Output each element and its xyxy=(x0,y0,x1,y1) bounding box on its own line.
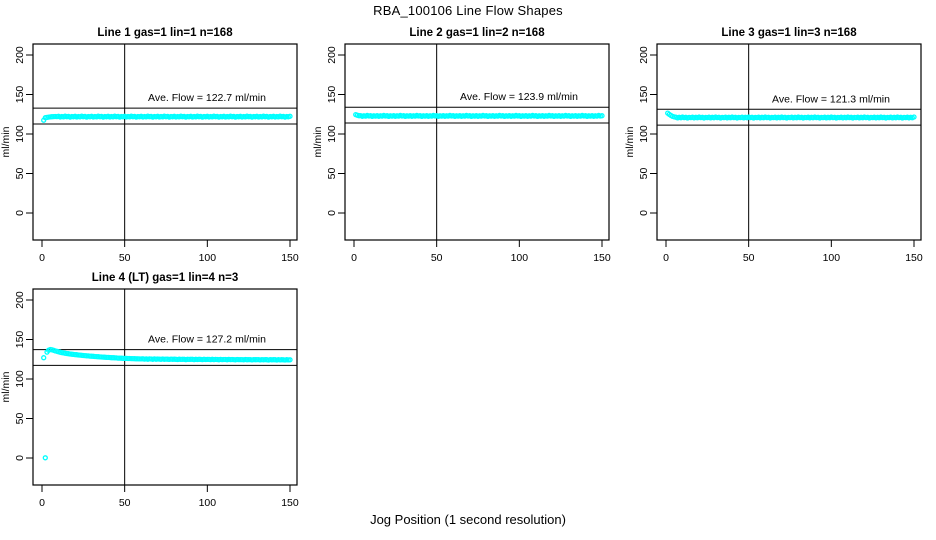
plot-area: 0 50 100 150 0 50 100 150 200 ml/min xyxy=(312,43,611,264)
y-tick-label: 0 xyxy=(638,210,650,216)
x-tick-label: 50 xyxy=(119,252,131,264)
y-axis: 0 50 100 150 200 xyxy=(14,291,33,461)
y-axis-label: ml/min xyxy=(624,126,636,157)
x-tick-label: 0 xyxy=(39,497,45,509)
panel-title: Line 1 gas=1 lin=1 n=168 xyxy=(97,27,233,39)
y-tick-label: 100 xyxy=(326,125,338,143)
y-tick-label: 50 xyxy=(14,413,26,425)
x-tick-label: 150 xyxy=(905,252,923,264)
x-axis: 0 50 100 150 xyxy=(663,240,923,264)
y-tick-label: 200 xyxy=(14,291,26,309)
x-axis: 0 50 100 150 xyxy=(39,485,299,509)
y-axis-label: ml/min xyxy=(312,126,324,157)
plot-area: 0 50 100 150 0 50 100 150 200 ml/min xyxy=(0,43,299,264)
plot-box xyxy=(32,43,298,241)
y-tick-label: 200 xyxy=(14,46,26,64)
x-tick-label: 100 xyxy=(823,252,841,264)
data-point xyxy=(287,113,293,119)
y-tick-label: 150 xyxy=(326,86,338,104)
data-point xyxy=(287,357,293,363)
plot-area: 0 50 100 150 0 50 100 150 200 ml/min xyxy=(624,43,923,264)
y-tick-label: 150 xyxy=(14,331,26,349)
y-axis: 0 50 100 150 200 xyxy=(14,46,33,216)
y-tick-label: 50 xyxy=(14,168,26,180)
ave-flow-annotation: Ave. Flow = 123.9 ml/min xyxy=(460,91,578,103)
ave-flow-annotation: Ave. Flow = 122.7 ml/min xyxy=(148,92,266,104)
x-tick-label: 0 xyxy=(39,252,45,264)
x-tick-label: 50 xyxy=(431,252,443,264)
x-axis: 0 50 100 150 xyxy=(39,240,299,264)
plot-area: 0 50 100 150 0 50 100 150 200 ml/min xyxy=(0,288,299,509)
y-tick-label: 200 xyxy=(638,46,650,64)
x-tick-label: 100 xyxy=(199,252,217,264)
y-tick-label: 150 xyxy=(14,86,26,104)
data-points xyxy=(665,110,917,121)
panel-line-4: Line 4 (LT) gas=1 lin=4 n=3 Ave. Flow = … xyxy=(0,272,299,509)
y-tick-label: 0 xyxy=(14,455,26,461)
plot-box xyxy=(344,43,610,241)
data-points xyxy=(353,111,605,120)
data-point xyxy=(42,455,48,461)
plot-box xyxy=(32,288,298,486)
panel-line-2: Line 2 gas=1 lin=2 n=168 Ave. Flow = 123… xyxy=(312,27,611,264)
x-tick-label: 0 xyxy=(663,252,669,264)
y-tick-label: 50 xyxy=(326,168,338,180)
x-tick-label: 100 xyxy=(511,252,529,264)
x-tick-label: 50 xyxy=(119,497,131,509)
x-tick-label: 100 xyxy=(199,497,217,509)
y-tick-label: 100 xyxy=(638,125,650,143)
y-tick-label: 0 xyxy=(326,210,338,216)
ave-flow-annotation: Ave. Flow = 127.2 ml/min xyxy=(148,334,266,346)
y-axis: 0 50 100 150 200 xyxy=(326,46,345,216)
y-tick-label: 100 xyxy=(14,370,26,388)
data-points xyxy=(41,113,293,123)
panel-title: Line 4 (LT) gas=1 lin=4 n=3 xyxy=(92,272,238,284)
data-point xyxy=(911,114,917,120)
data-point xyxy=(599,113,605,119)
main-title: RBA_100106 Line Flow Shapes xyxy=(373,3,563,18)
x-axis-label: Jog Position (1 second resolution) xyxy=(370,512,566,527)
x-tick-label: 150 xyxy=(593,252,611,264)
ave-flow-annotation: Ave. Flow = 121.3 ml/min xyxy=(772,93,890,105)
x-tick-label: 50 xyxy=(743,252,755,264)
x-tick-label: 150 xyxy=(281,252,299,264)
y-tick-label: 200 xyxy=(326,46,338,64)
panel-title: Line 3 gas=1 lin=3 n=168 xyxy=(721,27,857,39)
panel-title: Line 2 gas=1 lin=2 n=168 xyxy=(409,27,545,39)
y-axis-label: ml/min xyxy=(0,126,12,157)
y-axis-label: ml/min xyxy=(0,371,12,402)
y-tick-label: 150 xyxy=(638,86,650,104)
y-tick-label: 50 xyxy=(638,168,650,180)
y-tick-label: 0 xyxy=(14,210,26,216)
panel-line-3: Line 3 gas=1 lin=3 n=168 Ave. Flow = 121… xyxy=(624,27,923,264)
x-tick-label: 150 xyxy=(281,497,299,509)
x-axis: 0 50 100 150 xyxy=(351,240,611,264)
data-points xyxy=(41,346,293,461)
x-tick-label: 0 xyxy=(351,252,357,264)
plot-box xyxy=(656,43,922,241)
data-point xyxy=(41,355,47,361)
panel-line-1: Line 1 gas=1 lin=1 n=168 Ave. Flow = 122… xyxy=(0,27,299,264)
y-axis: 0 50 100 150 200 xyxy=(638,46,657,216)
y-tick-label: 100 xyxy=(14,125,26,143)
